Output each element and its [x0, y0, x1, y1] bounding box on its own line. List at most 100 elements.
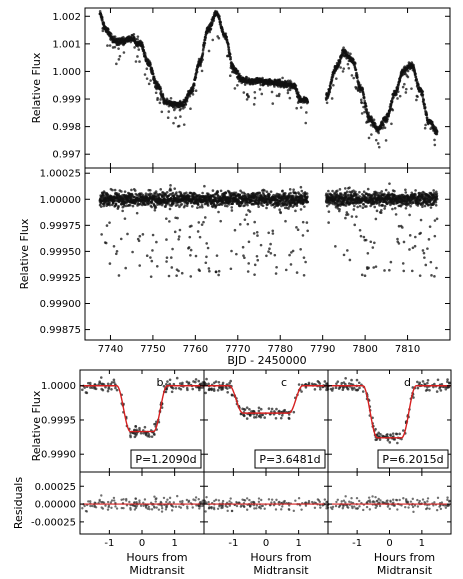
raw-point	[390, 122, 393, 126]
residual-point	[110, 506, 113, 509]
raw-y-tick-label: 0.999	[52, 95, 81, 106]
detrended-point	[233, 228, 237, 232]
detrended-point	[124, 266, 127, 270]
detrended-point	[430, 274, 433, 277]
detrended-point	[257, 205, 260, 209]
detrended-point	[234, 191, 238, 195]
detrended-point	[265, 190, 269, 194]
residual-point	[114, 505, 117, 508]
detrended-point	[112, 244, 116, 248]
raw-point	[339, 66, 342, 69]
detrended-point	[202, 220, 205, 224]
detrended-point	[126, 232, 129, 236]
detrended-point	[114, 203, 118, 207]
detrended-point	[198, 205, 202, 209]
detrended-point	[408, 248, 411, 251]
transit-point	[93, 386, 97, 389]
detrended-point	[226, 204, 229, 208]
detrended-y-tick-label: 0.99975	[40, 221, 81, 232]
detrended-point	[433, 234, 437, 238]
raw-point	[361, 88, 365, 91]
raw-point	[355, 73, 359, 77]
raw-point	[113, 45, 117, 49]
raw-point	[401, 85, 405, 89]
detrended-point	[289, 263, 293, 266]
detrended-point	[388, 268, 391, 272]
detrended-point	[376, 191, 379, 195]
detrended-point	[361, 206, 365, 210]
detrended-point	[393, 207, 397, 210]
detrended-point	[304, 260, 307, 264]
detrended-point	[246, 222, 250, 226]
detrended-point	[205, 242, 208, 245]
detrended-point	[295, 226, 298, 229]
raw-point	[203, 41, 207, 45]
raw-point	[329, 86, 332, 90]
detrended-point	[374, 265, 378, 268]
residual-point	[128, 500, 131, 504]
detrended-point	[294, 192, 298, 195]
detrended-point	[128, 203, 132, 207]
detrended-point	[265, 206, 268, 210]
raw-point	[113, 35, 117, 39]
detrended-point	[169, 188, 173, 192]
detrended-point	[344, 216, 347, 220]
raw-point	[306, 100, 310, 104]
detrended-point	[402, 269, 406, 273]
raw-point	[416, 95, 419, 98]
detrended-point	[301, 220, 305, 224]
raw-point	[123, 41, 127, 44]
transit-point	[153, 422, 156, 426]
raw-point	[166, 116, 170, 119]
raw-point	[331, 74, 335, 77]
transit-point	[175, 376, 179, 380]
raw-point	[347, 66, 351, 70]
detrended-point	[358, 190, 361, 194]
detrended-point	[305, 221, 309, 224]
raw-point	[425, 116, 429, 119]
transit-point	[187, 381, 191, 384]
detrended-point	[151, 233, 155, 237]
raw-point	[169, 97, 173, 100]
transit-point	[191, 387, 195, 391]
detrended-point	[198, 269, 201, 273]
detrended-point	[175, 274, 178, 277]
detrended-point	[424, 263, 428, 267]
detrended-point	[288, 188, 292, 191]
detrended-point	[378, 204, 381, 207]
detrended-point	[365, 205, 368, 208]
raw-point	[335, 77, 338, 80]
raw-point	[109, 32, 113, 36]
raw-point	[133, 46, 136, 49]
raw-point	[294, 84, 298, 87]
detrended-point	[175, 191, 178, 194]
raw-point	[192, 86, 195, 90]
detrended-point	[188, 235, 192, 239]
raw-point	[354, 62, 357, 65]
detrended-point	[246, 270, 250, 273]
raw-point	[304, 121, 308, 125]
detrended-point	[350, 215, 354, 218]
detrended-point	[268, 193, 271, 196]
raw-point	[359, 83, 362, 87]
raw-point	[349, 52, 352, 56]
detrended-data-points	[98, 182, 439, 278]
detrended-point	[423, 256, 426, 259]
detrended-point	[346, 249, 349, 252]
detrended-point	[367, 266, 370, 270]
detrended-point	[401, 262, 405, 265]
detrended-point	[230, 249, 233, 253]
detrended-point	[155, 265, 159, 268]
detrended-point	[371, 246, 375, 249]
transit-point	[185, 386, 189, 390]
raw-point	[193, 83, 196, 87]
transit-point	[174, 387, 178, 390]
raw-point	[194, 76, 198, 79]
raw-point	[342, 46, 345, 49]
raw-point	[177, 124, 181, 128]
raw-point	[228, 74, 232, 78]
detrended-point	[247, 240, 251, 244]
detrended-point	[219, 219, 222, 223]
raw-point	[433, 138, 436, 142]
detrended-point	[108, 262, 112, 265]
